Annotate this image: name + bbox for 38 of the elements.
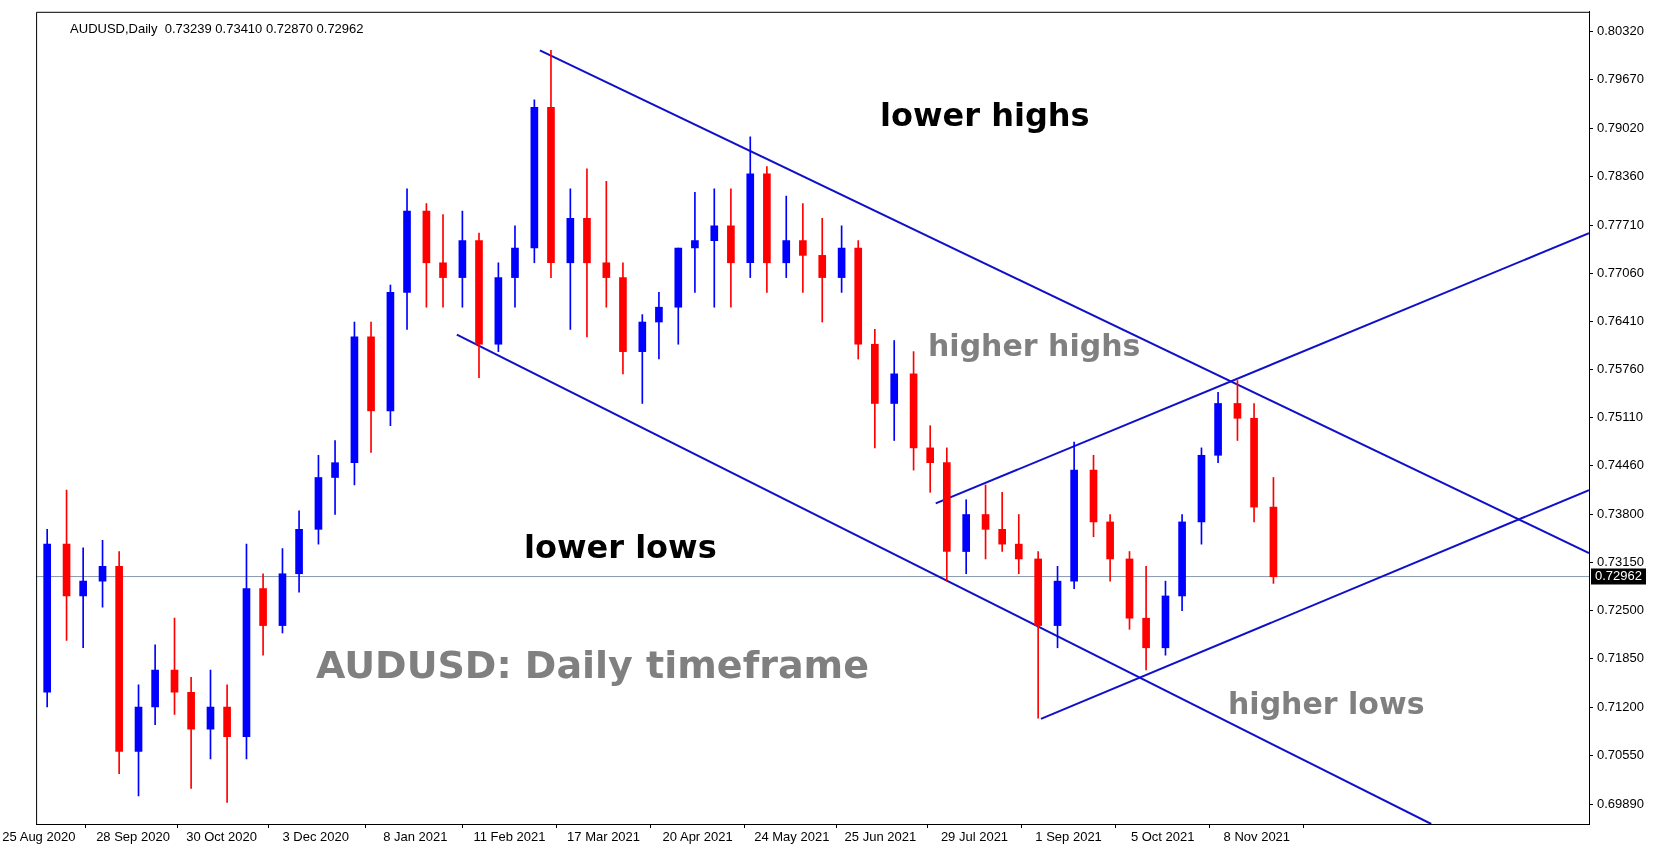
ref-line-label: 0.72962 [1595, 568, 1642, 584]
y-tick-label: 0.78360 [1597, 168, 1644, 184]
y-tick-label: 0.75110 [1597, 409, 1644, 425]
annotation: lower highs [880, 96, 1090, 135]
x-tick-label: 25 Aug 2020 [2, 829, 76, 845]
y-tick-label: 0.72500 [1597, 602, 1644, 618]
text: AUDUSD,Daily 0.73239 0.73410 0.72870 0.72962 [70, 21, 364, 37]
x-tick-label: 25 Jun 2021 [844, 829, 917, 845]
y-tick-label: 0.79670 [1597, 71, 1644, 87]
x-tick-label: 20 Apr 2021 [662, 829, 733, 845]
y-tick-label: 0.70550 [1597, 746, 1644, 762]
y-tick-label: 0.74460 [1597, 457, 1644, 473]
x-tick-label: 24 May 2021 [754, 829, 830, 845]
x-tick-label: 8 Jan 2021 [383, 829, 448, 845]
y-tick-label: 0.77710 [1597, 216, 1644, 232]
x-tick-label: 30 Oct 2020 [186, 829, 257, 845]
x-tick-label: 5 Oct 2021 [1130, 829, 1195, 845]
x-tick-label: 28 Sep 2020 [96, 829, 170, 845]
y-tick-label: 0.80320 [1597, 23, 1644, 39]
x-tick-label: 17 Mar 2021 [567, 829, 641, 845]
y-tick-label: 0.77060 [1597, 264, 1644, 280]
y-tick-label: 0.71850 [1597, 650, 1644, 666]
annotation: higher lows [1228, 685, 1425, 721]
y-tick-label: 0.73150 [1597, 554, 1644, 570]
y-tick-label: 0.69890 [1597, 795, 1644, 811]
y-tick-label: 0.73800 [1597, 506, 1644, 522]
annotation: higher highs [928, 327, 1141, 363]
y-tick-label: 0.79020 [1597, 119, 1644, 135]
y-tick-label: 0.76410 [1597, 312, 1644, 328]
y-tick-label: 0.71200 [1597, 698, 1644, 714]
x-tick-label: 1 Sep 2021 [1035, 829, 1102, 845]
x-tick-label: 29 Jul 2021 [940, 829, 1009, 845]
annotation: AUDUSD: Daily timeframe [316, 642, 869, 687]
x-tick-label: 8 Nov 2021 [1223, 829, 1291, 845]
x-tick-label: 11 Feb 2021 [473, 829, 546, 845]
x-tick-label: 3 Dec 2020 [282, 829, 349, 845]
y-tick-label: 0.75760 [1597, 360, 1644, 376]
annotation: lower lows [524, 528, 717, 567]
